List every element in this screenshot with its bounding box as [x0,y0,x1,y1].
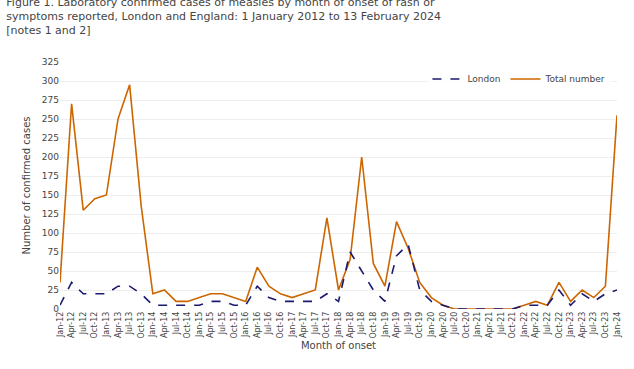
svg-text:300: 300 [42,76,59,86]
svg-text:Jan-17: Jan-17 [288,312,297,338]
svg-text:Jul-20: Jul-20 [450,312,459,336]
svg-text:Oct-18: Oct-18 [369,312,378,339]
svg-text:0: 0 [53,304,59,314]
svg-text:Total number: Total number [544,74,604,84]
svg-text:Apr-17: Apr-17 [299,312,308,338]
svg-text:Jan-16: Jan-16 [241,312,250,338]
svg-text:Jul-23: Jul-23 [589,312,598,336]
svg-text:Jul-22: Jul-22 [543,312,552,336]
svg-text:Jan-13: Jan-13 [102,312,111,338]
svg-text:Apr-13: Apr-13 [114,312,123,338]
svg-text:Jan-21: Jan-21 [473,312,482,338]
svg-text:Month of onset: Month of onset [301,340,376,351]
svg-text:Jan-14: Jan-14 [148,312,157,338]
svg-text:75: 75 [48,247,59,257]
svg-text:Oct-17: Oct-17 [323,312,332,339]
svg-text:Jan-18: Jan-18 [334,312,343,338]
svg-text:Jul-13: Jul-13 [125,312,134,336]
svg-text:Apr-21: Apr-21 [485,312,494,338]
svg-text:125: 125 [42,209,59,219]
svg-text:Jul-18: Jul-18 [357,312,366,336]
svg-text:Apr-14: Apr-14 [160,312,169,338]
svg-text:Jul-16: Jul-16 [264,312,273,336]
svg-text:Apr-20: Apr-20 [439,312,448,338]
svg-text:Number of confirmed cases: Number of confirmed cases [21,117,32,255]
svg-text:25: 25 [48,285,59,295]
svg-text:Apr-23: Apr-23 [578,312,587,338]
svg-text:100: 100 [42,228,59,238]
svg-text:325: 325 [42,57,59,67]
svg-text:150: 150 [42,190,59,200]
svg-text:Jul-15: Jul-15 [218,312,227,336]
svg-text:Oct-19: Oct-19 [415,312,424,339]
svg-text:275: 275 [42,95,59,105]
svg-text:Oct-21: Oct-21 [508,312,517,339]
svg-text:Jan-12: Jan-12 [56,312,65,338]
svg-text:Figure 1. Laboratory confirmed: Figure 1. Laboratory confirmed cases of … [6,0,441,37]
svg-text:Jan-20: Jan-20 [427,312,436,338]
svg-text:Oct-23: Oct-23 [601,312,610,339]
svg-text:Jan-24: Jan-24 [613,312,622,338]
svg-text:175: 175 [42,171,59,181]
svg-text:Apr-19: Apr-19 [392,312,401,338]
svg-text:Apr-16: Apr-16 [253,312,262,338]
svg-text:200: 200 [42,152,59,162]
svg-text:225: 225 [42,133,59,143]
svg-text:Oct-22: Oct-22 [555,312,564,339]
svg-text:Apr-18: Apr-18 [346,312,355,338]
svg-text:Apr-15: Apr-15 [206,312,215,338]
svg-text:Jan-22: Jan-22 [520,312,529,338]
svg-text:Oct-15: Oct-15 [230,312,239,339]
svg-text:250: 250 [42,114,59,124]
svg-text:Jan-23: Jan-23 [566,312,575,338]
svg-text:Oct-20: Oct-20 [462,312,471,339]
svg-text:London: London [467,74,500,84]
svg-text:Jul-14: Jul-14 [172,312,181,336]
svg-text:Jul-19: Jul-19 [404,312,413,336]
svg-text:Jul-12: Jul-12 [79,312,88,336]
svg-text:Jul-21: Jul-21 [497,312,506,336]
svg-text:Oct-14: Oct-14 [183,312,192,339]
svg-text:Oct-12: Oct-12 [90,312,99,339]
svg-text:Apr-12: Apr-12 [67,312,76,338]
svg-text:Oct-13: Oct-13 [137,312,146,339]
svg-text:50: 50 [48,266,60,276]
svg-text:Jan-15: Jan-15 [195,312,204,338]
svg-text:Apr-22: Apr-22 [531,312,540,338]
svg-text:Jul-17: Jul-17 [311,312,320,336]
svg-text:Oct-16: Oct-16 [276,312,285,339]
svg-text:Jan-19: Jan-19 [381,312,390,338]
